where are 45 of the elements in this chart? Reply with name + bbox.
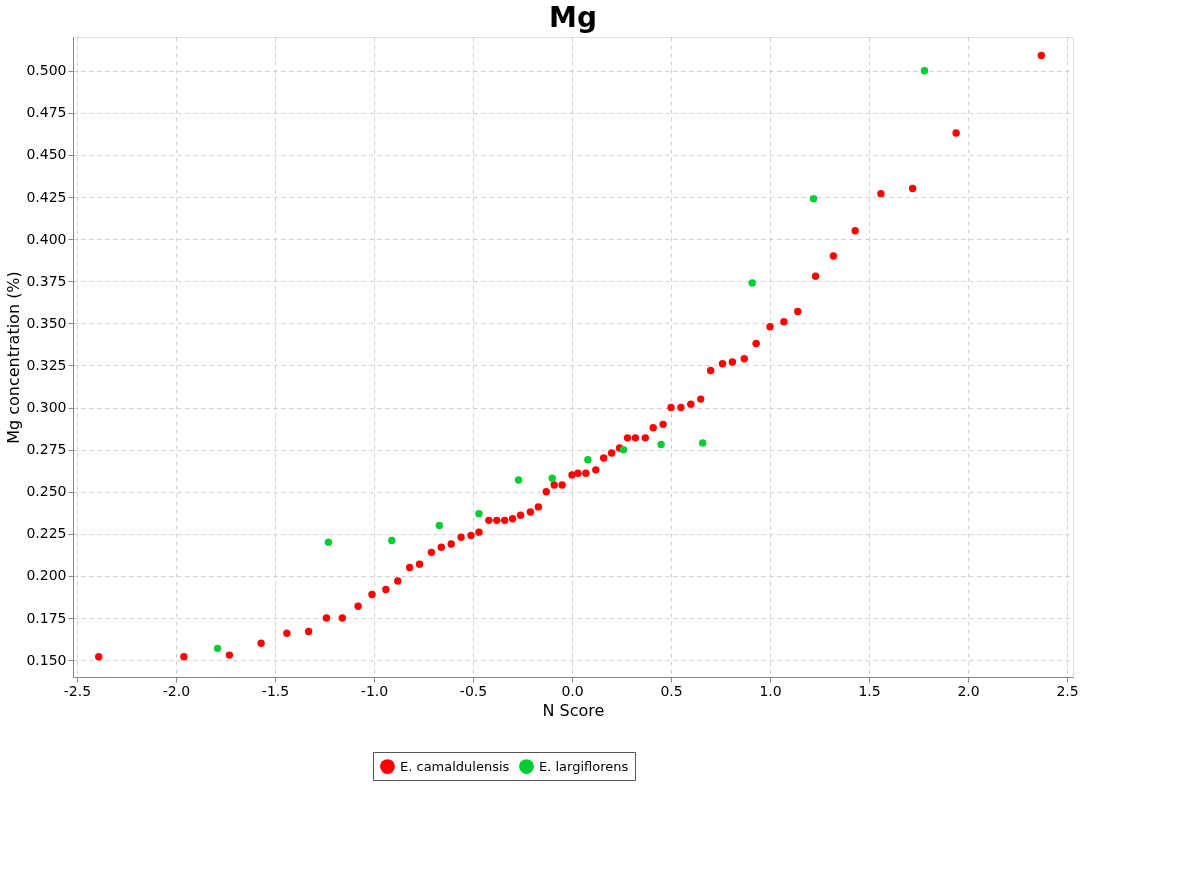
point bbox=[548, 474, 556, 482]
y-tick-label: 0.500 bbox=[26, 62, 67, 79]
x-axis-title: N Score bbox=[542, 700, 605, 720]
x-tick-label: 0.5 bbox=[660, 682, 683, 699]
y-tick-label: 0.425 bbox=[26, 188, 67, 205]
x-tick-label: -2.0 bbox=[162, 682, 191, 699]
x-tick-label: 0.0 bbox=[561, 682, 584, 699]
x-tick-label: -1.0 bbox=[360, 682, 389, 699]
point bbox=[619, 445, 628, 454]
point bbox=[514, 476, 523, 484]
x-tick-label: -2.5 bbox=[63, 682, 92, 699]
y-tick-label: 0.325 bbox=[26, 356, 67, 373]
point bbox=[584, 456, 592, 464]
x-tick-label: 1.5 bbox=[858, 682, 881, 699]
point bbox=[698, 439, 707, 447]
y-tick-label: 0.225 bbox=[26, 525, 67, 542]
point bbox=[435, 521, 444, 530]
point bbox=[920, 66, 929, 75]
point bbox=[657, 440, 665, 449]
x-tick-label: 2.5 bbox=[1056, 682, 1079, 699]
point bbox=[324, 538, 333, 546]
point bbox=[388, 536, 396, 545]
point bbox=[748, 279, 756, 287]
x-tick-label: 1.0 bbox=[759, 682, 782, 699]
y-tick-label: 0.275 bbox=[26, 441, 67, 458]
legend-label: E. camaldulensis bbox=[400, 758, 510, 774]
legend-label: E. largiflorens bbox=[539, 758, 629, 774]
x-tick-label: -0.5 bbox=[459, 682, 488, 699]
y-tick-label: 0.375 bbox=[26, 272, 67, 289]
point bbox=[213, 644, 222, 653]
y-axis-title: Mg concentration (%) bbox=[4, 271, 24, 444]
y-tick-label: 0.450 bbox=[26, 146, 67, 163]
y-tick-label: 0.400 bbox=[26, 230, 67, 247]
x-tick-label: -1.5 bbox=[261, 682, 290, 699]
point bbox=[475, 509, 483, 518]
y-tick-label: 0.175 bbox=[26, 609, 67, 626]
x-tick-label: 2.0 bbox=[957, 682, 980, 699]
y-tick-label: 0.475 bbox=[26, 104, 67, 121]
y-tick-label: 0.150 bbox=[26, 651, 67, 668]
y-tick-label: 0.350 bbox=[26, 314, 67, 331]
chart-title: Mg bbox=[549, 1, 597, 34]
y-tick-label: 0.300 bbox=[26, 399, 67, 416]
y-tick-label: 0.250 bbox=[26, 483, 67, 500]
point bbox=[809, 194, 818, 203]
y-tick-label: 0.200 bbox=[26, 567, 67, 584]
